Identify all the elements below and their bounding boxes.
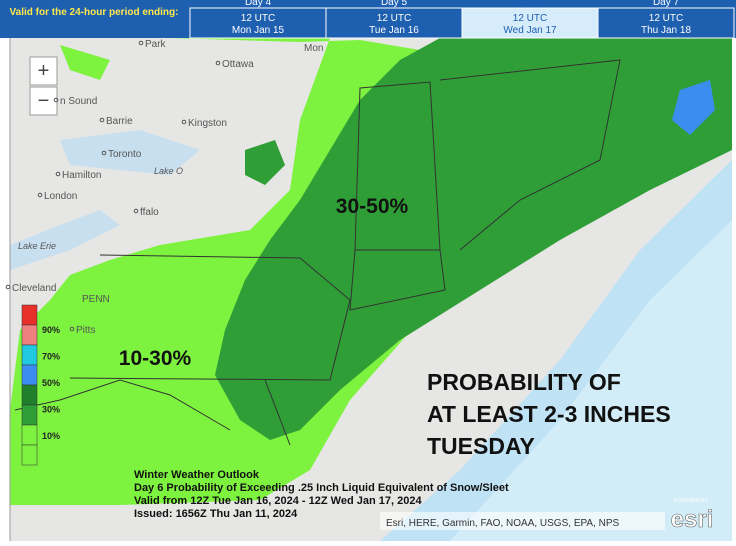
legend-swatch — [21, 404, 38, 426]
tab-day: Day 4 — [245, 0, 272, 8]
caption: Issued: 1656Z Thu Jan 11, 2024 — [134, 508, 298, 520]
tab-date: Tue Jan 16 — [369, 25, 419, 36]
legend-swatch — [21, 344, 38, 366]
place-dot — [133, 208, 139, 214]
period-label: Valid for the 24-hour period ending: — [10, 7, 179, 18]
lake — [60, 130, 200, 175]
logo: esri — [671, 506, 714, 533]
zoom-button[interactable] — [29, 56, 58, 86]
caption: Day 6 Probability of Exceeding .25 Inch … — [134, 482, 509, 494]
tab-time: 12 UTC — [241, 13, 275, 24]
place-label: ffalo — [140, 207, 159, 218]
place-dot — [181, 119, 187, 125]
place-dot — [138, 40, 144, 46]
place-dot — [101, 150, 107, 156]
legend-swatch — [21, 384, 38, 406]
tab-day: Day 6 — [517, 0, 544, 8]
place-label: Ottawa — [222, 59, 254, 70]
tab-day: Day 7 — [653, 0, 680, 8]
headline: PROBABILITY OF — [427, 369, 621, 395]
tab-date: Wed Jan 17 — [503, 25, 557, 36]
legend-label: 90% — [42, 325, 60, 335]
probability-50-70 — [672, 80, 715, 135]
attribution-bg — [380, 512, 665, 530]
place-dot — [55, 171, 61, 177]
headline: AT LEAST 2-3 INCHES — [427, 401, 671, 427]
zoom-button[interactable] — [29, 86, 58, 116]
annotation: 10-30% — [119, 347, 192, 370]
place-label: Hamilton — [62, 170, 101, 181]
place-label: Mon — [304, 43, 323, 54]
place-dot — [215, 60, 221, 66]
place-label: Barrie — [106, 116, 133, 127]
probability-10-30 — [60, 45, 110, 80]
tab-time: 12 UTC — [649, 13, 683, 24]
legend-label: 10% — [42, 431, 60, 441]
zoom-label[interactable]: + — [38, 60, 50, 82]
legend-swatch — [21, 424, 38, 446]
legend-swatch — [21, 444, 38, 466]
legend-label: 50% — [42, 378, 60, 388]
place-label: Lake Erie — [18, 241, 56, 251]
legend-label: 70% — [42, 352, 60, 362]
day-tab[interactable] — [597, 7, 735, 39]
caption: Winter Weather Outlook — [134, 469, 260, 481]
attribution: Esri, HERE, Garmin, FAO, NOAA, USGS, EPA… — [386, 518, 620, 529]
place-dot — [53, 97, 59, 103]
legend-label: 30% — [42, 405, 60, 415]
annotation: 30-50% — [336, 195, 409, 218]
place-label: Lake O — [154, 166, 183, 176]
place-dot — [37, 192, 43, 198]
lake — [10, 210, 120, 270]
caption: Valid from 12Z Tue Jan 16, 2024 - 12Z We… — [134, 495, 422, 507]
day-tab[interactable] — [189, 7, 327, 39]
logo-small: POWERED BY — [674, 498, 709, 504]
zoom-label[interactable]: − — [38, 90, 50, 112]
place-dot — [69, 326, 75, 332]
place-label: Cleveland — [12, 283, 56, 294]
headline: TUESDAY — [427, 433, 535, 459]
tab-time: 12 UTC — [513, 13, 547, 24]
place-label: Park — [145, 39, 167, 50]
legend-swatch — [21, 364, 38, 386]
place-label: Kingston — [188, 118, 227, 129]
borders — [14, 59, 621, 446]
place-label: Toronto — [108, 149, 142, 160]
place-label: n Sound — [60, 96, 97, 107]
tab-date: Mon Jan 15 — [232, 25, 285, 36]
tab-date: Thu Jan 18 — [641, 25, 691, 36]
tab-day: Day 5 — [381, 0, 408, 8]
place-label: Pitts — [76, 325, 95, 336]
ocean-shelf — [450, 220, 732, 541]
legend-swatch — [21, 324, 38, 346]
place-dot — [99, 117, 105, 123]
place-label: London — [44, 191, 77, 202]
place-dot — [5, 284, 11, 290]
probability-30-50 — [245, 140, 285, 185]
tab-time: 12 UTC — [377, 13, 411, 24]
legend-swatch — [21, 304, 38, 326]
place-label: PENN — [82, 294, 110, 305]
